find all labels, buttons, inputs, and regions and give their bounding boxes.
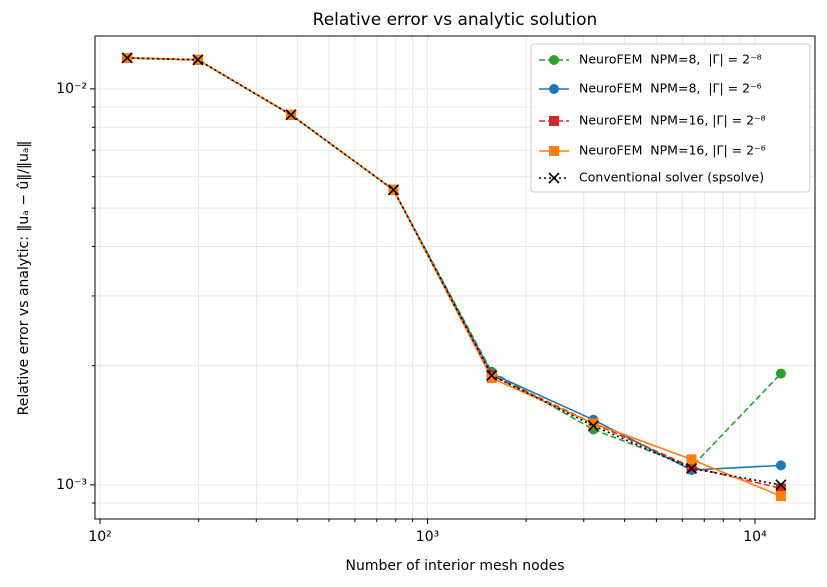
x-tick-label: 10³: [416, 529, 439, 545]
legend-label: NeuroFEM NPM=8, |Γ| = 2⁻⁶: [579, 81, 762, 96]
marker: [686, 454, 697, 465]
y-axis-label: Relative error vs analytic: ‖uₐ − û‖/‖uₐ…: [16, 141, 32, 416]
x-tick-label: 10²: [88, 529, 111, 545]
y-tick-label: 10⁻³: [56, 477, 87, 493]
marker: [685, 462, 698, 475]
legend-label: NeuroFEM NPM=16, |Γ| = 2⁻⁸: [579, 113, 766, 128]
legend-marker: [549, 55, 559, 65]
plot-frame: [94, 35, 816, 520]
x-axis-label: Number of interior mesh nodes: [345, 558, 564, 574]
marker: [192, 54, 204, 66]
marker: [775, 479, 787, 491]
marker: [775, 483, 786, 494]
marker: [775, 491, 786, 502]
legend-label: NeuroFEM NPM=8, |Γ| = 2⁻⁸: [579, 52, 762, 67]
line: [127, 57, 782, 497]
marker: [587, 420, 599, 432]
marker: [387, 184, 400, 196]
legend-marker: [549, 116, 559, 126]
marker: [486, 369, 498, 381]
legend-frame: [530, 43, 811, 193]
x-tick-label: 10⁴: [743, 529, 767, 545]
line: [127, 57, 782, 486]
legend-marker: [548, 172, 560, 184]
marker: [486, 373, 497, 384]
marker: [775, 368, 786, 379]
y-tick-label: 10⁻²: [56, 81, 87, 97]
marker: [686, 461, 697, 472]
legend-marker: [549, 146, 559, 156]
marker: [588, 418, 599, 429]
legend-marker: [549, 84, 559, 94]
chart-title: Relative error vs analytic solution: [313, 10, 598, 30]
marker: [285, 109, 297, 121]
marker: [775, 460, 786, 471]
legend-label: Conventional solver (spsolve): [579, 170, 764, 185]
legend-label: NeuroFEM NPM=16, |Γ| = 2⁻⁶: [579, 143, 766, 158]
marker: [121, 52, 133, 64]
series: [121, 52, 787, 491]
